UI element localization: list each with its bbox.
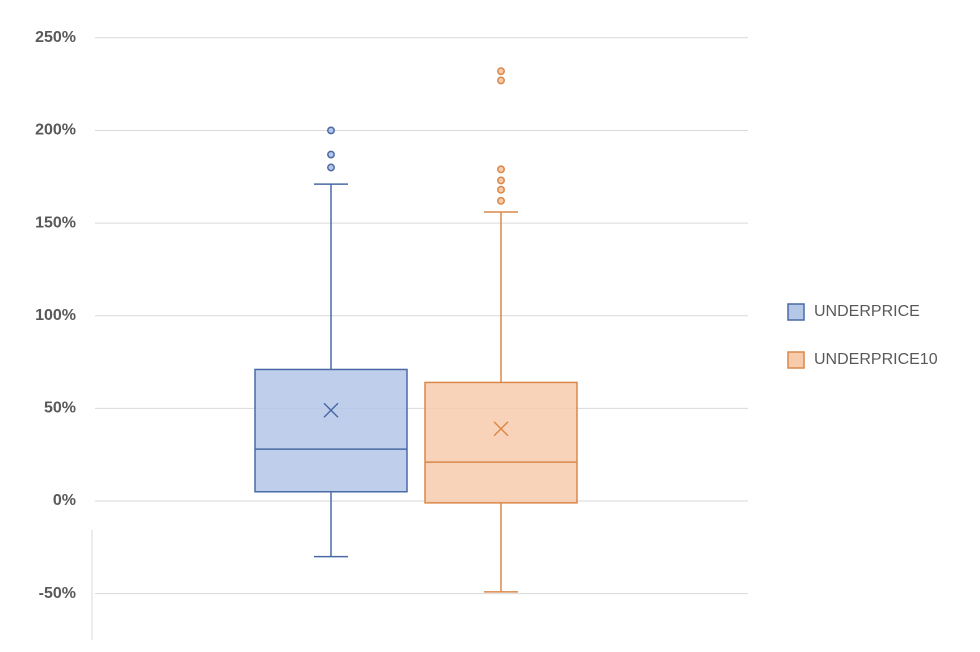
- legend-swatch: [787, 351, 805, 369]
- outlier: [327, 150, 335, 159]
- outlier: [327, 126, 335, 135]
- box: [424, 381, 578, 504]
- box: [254, 368, 408, 493]
- y-tick-label: 200%: [35, 122, 76, 139]
- legend-swatch: [787, 303, 805, 321]
- mean-marker: [323, 402, 339, 418]
- legend-label: UNDERPRICE10: [814, 351, 938, 368]
- y-tick-label: 250%: [35, 29, 76, 46]
- outlier: [497, 176, 505, 185]
- outlier: [497, 185, 505, 194]
- y-tick-label: 50%: [44, 400, 76, 417]
- y-tick-label: 150%: [35, 214, 76, 231]
- legend-label: UNDERPRICE: [814, 303, 920, 320]
- y-tick-label: 0%: [53, 492, 76, 509]
- outlier: [497, 196, 505, 205]
- outlier: [497, 165, 505, 174]
- outlier: [497, 76, 505, 85]
- y-tick-label: -50%: [39, 585, 76, 602]
- y-tick-label: 100%: [35, 307, 76, 324]
- outlier: [327, 163, 335, 172]
- outlier: [497, 67, 505, 76]
- mean-marker: [493, 421, 509, 437]
